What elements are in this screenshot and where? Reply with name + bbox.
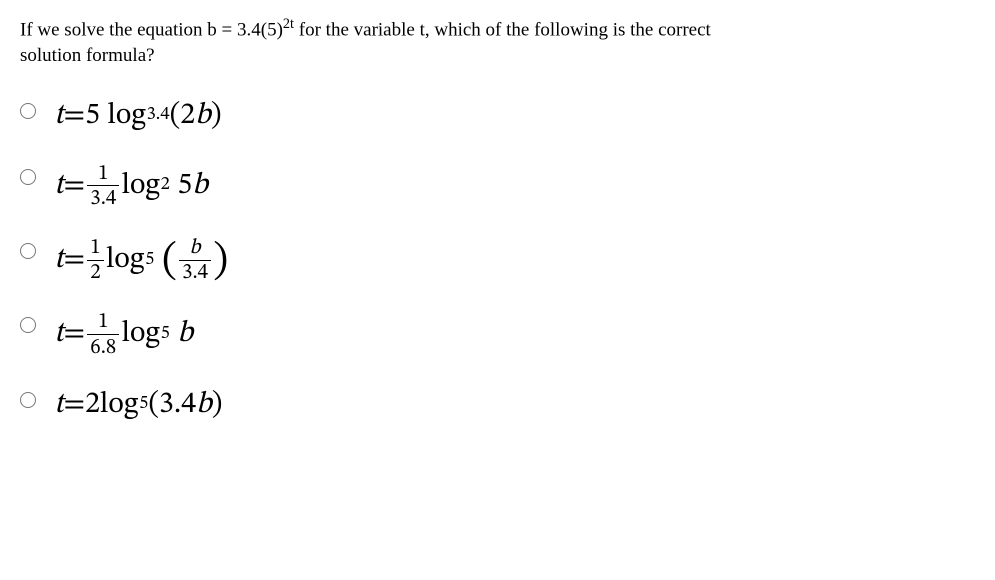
radio-icon[interactable] — [20, 317, 36, 333]
option-2-formula: t = 1 3.4 log2 5b — [54, 163, 208, 209]
question-part1b: for the variable t, which of the followi… — [294, 19, 711, 40]
question-text: If we solve the equation b = 3.4(5)2t fo… — [20, 15, 975, 69]
option-4-formula: t = 1 6.8 log5 b — [54, 311, 193, 357]
option-4[interactable]: t = 1 6.8 log5 b — [20, 311, 975, 357]
question-part2: solution formula? — [20, 45, 155, 66]
option-2[interactable]: t = 1 3.4 log2 5b — [20, 163, 975, 209]
radio-icon[interactable] — [20, 103, 36, 119]
radio-icon[interactable] — [20, 169, 36, 185]
option-3-formula: t = 1 2 log5 ( b 3.4 ) — [54, 237, 228, 283]
radio-icon[interactable] — [20, 392, 36, 408]
option-5[interactable]: t = 2log5 (3.4b) — [20, 386, 975, 424]
option-1[interactable]: t = 5 log3.4 (2b) — [20, 97, 975, 135]
option-3[interactable]: t = 1 2 log5 ( b 3.4 ) — [20, 237, 975, 283]
option-1-formula: t = 5 log3.4 (2b) — [54, 97, 222, 135]
options-container: t = 5 log3.4 (2b) t = 1 3.4 log2 5b t = — [20, 97, 975, 424]
question-part1: If we solve the equation b = 3.4(5) — [20, 19, 283, 40]
question-exponent: 2t — [283, 16, 294, 32]
radio-icon[interactable] — [20, 243, 36, 259]
option-5-formula: t = 2log5 (3.4b) — [54, 386, 222, 424]
